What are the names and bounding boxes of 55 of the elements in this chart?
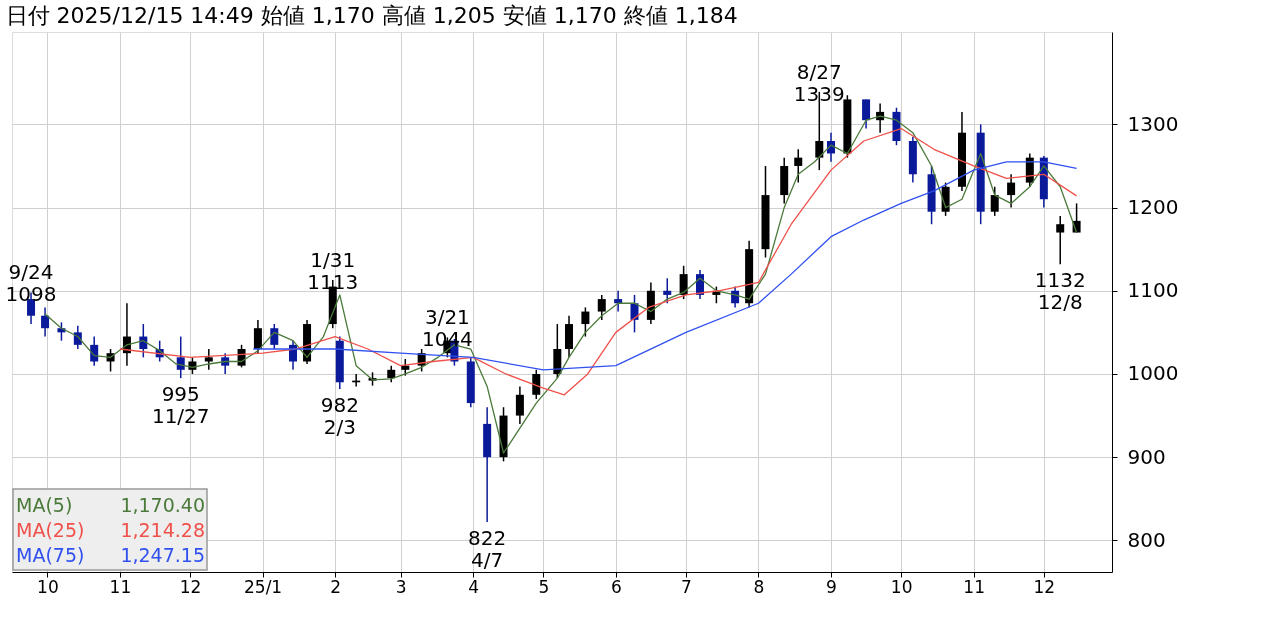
y-tick-label: 1300 — [1127, 111, 1179, 136]
x-tick-label: 7 — [681, 576, 692, 597]
annotation: 9/24 1098 — [5, 260, 57, 307]
x-tick-label: 10 — [37, 576, 59, 597]
candlestick — [1056, 215, 1065, 265]
text: MA(5) — [16, 493, 73, 516]
annotation: 3/21 1044 — [421, 305, 473, 352]
chart-title: 日付 2025/12/15 14:49 始値 1,170 高値 1,205 安値 1,170 終値 1,184 — [5, 3, 738, 28]
x-tick-label: 12 — [1033, 576, 1056, 597]
candlestick — [679, 265, 688, 300]
annotation: 1,247.15 — [120, 543, 205, 566]
x-tick-label: 5 — [538, 576, 550, 597]
x-tick-label: 6 — [610, 576, 622, 597]
y-tick-label: 800 — [1127, 527, 1166, 552]
y-tick-label: 900 — [1127, 444, 1166, 469]
x-tick-label: 9 — [826, 576, 837, 597]
candlestick — [597, 294, 606, 321]
x-tick-label: 11 — [109, 576, 132, 597]
candlestick — [794, 148, 803, 184]
candlestick — [614, 290, 623, 313]
text: MA(25) — [16, 518, 85, 541]
x-tick-label: 12 — [179, 576, 202, 597]
x-tick-label: 11 — [963, 576, 985, 597]
y-tick-label: 1000 — [1127, 361, 1179, 386]
candlestick — [73, 324, 82, 350]
candlestick — [253, 319, 262, 354]
annotation: 8/27 1339 — [793, 59, 845, 106]
candlestick — [270, 323, 279, 350]
candlestick — [663, 277, 672, 304]
candlestick — [1007, 173, 1016, 209]
candlestick — [204, 348, 213, 371]
x-tick-label: 4 — [468, 576, 480, 597]
annotation: 995 11/27 — [151, 382, 210, 429]
candlestick — [221, 352, 230, 375]
candlestick — [176, 335, 185, 379]
candlestick — [581, 306, 590, 338]
text: MA(75) — [16, 543, 85, 566]
x-tick-label: 2 — [330, 576, 342, 597]
candlestick — [990, 186, 999, 217]
candlestick — [515, 385, 524, 425]
annotation: 1/31 1113 — [307, 247, 359, 294]
candlestick — [862, 98, 871, 130]
x-tick-label: 25/1 — [244, 576, 283, 597]
annotation: 982 2/3 — [320, 392, 359, 439]
annotation: 822 4/7 — [468, 526, 507, 573]
annotation: 1,170.40 — [120, 493, 205, 516]
x-tick-label: 3 — [395, 576, 407, 597]
annotation: 1,214.28 — [120, 518, 205, 541]
candlestick — [532, 369, 541, 400]
x-tick-label: 8 — [753, 576, 765, 597]
y-tick-label: 1200 — [1127, 195, 1179, 220]
candlestick — [41, 306, 50, 338]
y-tick-label: 1100 — [1127, 278, 1179, 303]
annotation: 1132 12/8 — [1034, 268, 1086, 315]
x-tick-label: 10 — [890, 576, 913, 597]
